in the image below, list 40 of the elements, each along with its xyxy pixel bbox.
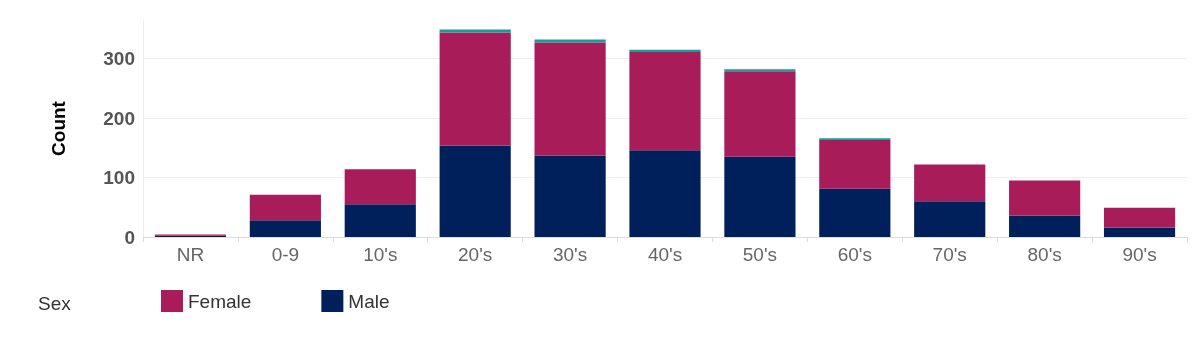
bar — [1009, 180, 1081, 216]
bar — [724, 71, 796, 157]
bar — [914, 201, 986, 237]
bar — [534, 39, 606, 43]
bar — [249, 220, 321, 237]
bar — [534, 155, 606, 237]
bar — [629, 150, 701, 237]
x-tick-label: 60's — [837, 244, 872, 265]
y-tick-label: 0 — [124, 226, 135, 248]
bar — [819, 140, 891, 189]
x-tick-label: 10's — [363, 244, 398, 265]
x-tick-label: 20's — [458, 244, 493, 265]
x-tick-label: 80's — [1027, 244, 1062, 265]
y-tick-label: 300 — [103, 48, 135, 70]
x-tick-label: 50's — [742, 244, 778, 265]
bar — [819, 188, 891, 237]
bar — [724, 156, 796, 237]
bar — [1103, 207, 1176, 228]
x-tick-label: 30's — [552, 244, 588, 265]
bar — [534, 42, 606, 156]
y-axis-title: Count — [48, 100, 69, 156]
x-tick-label: 90's — [1122, 244, 1157, 265]
bar — [439, 145, 511, 237]
bar — [344, 169, 416, 205]
legend-label: Female — [188, 290, 252, 312]
bar — [629, 52, 701, 151]
x-tick-label: 40's — [647, 244, 683, 265]
legend-title: Sex — [38, 293, 72, 314]
y-tick-label: 100 — [103, 167, 135, 189]
bar — [914, 164, 986, 202]
legend-label: Male — [348, 290, 390, 312]
bar — [1009, 215, 1081, 237]
bar — [344, 204, 416, 237]
bar — [439, 32, 511, 146]
y-tick-label: 200 — [103, 107, 135, 129]
x-tick-label: 70's — [932, 244, 967, 265]
x-tick-label: NR — [176, 244, 205, 265]
x-tick-label: 0-9 — [271, 244, 300, 265]
bar — [1103, 227, 1176, 237]
bar — [249, 194, 321, 221]
